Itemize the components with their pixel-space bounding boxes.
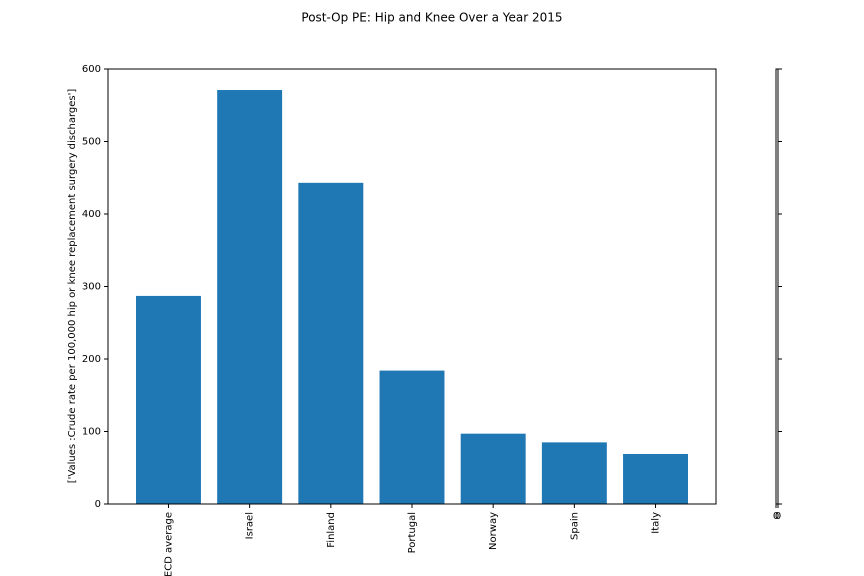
y-tick-label: 200: [82, 354, 101, 365]
y-tick-label: 0: [95, 499, 101, 510]
y-axis-label: ['Values :Crude rate per 100,000 hip or …: [67, 89, 78, 484]
chart-title: Post-Op PE: Hip and Knee Over a Year 201…: [301, 11, 562, 25]
bar: [379, 370, 445, 504]
y-tick-label: 400: [82, 209, 101, 220]
bar: [298, 182, 364, 504]
axes-frame: [775, 68, 779, 505]
y-tick-label: 300: [82, 282, 101, 293]
x-tick-label: OECD average: [163, 512, 174, 576]
y-tick-label: 100: [82, 427, 101, 438]
x-tick-label: Italy: [651, 512, 662, 534]
x-tick-label: Portugal: [407, 512, 418, 553]
x-tick-label: Finland: [326, 512, 337, 548]
bar: [623, 453, 688, 504]
bar: [217, 90, 283, 505]
x-tick-label: Israel: [245, 512, 256, 539]
x-tick-label: Norway: [488, 512, 499, 550]
x-tick-label: 0: [775, 511, 781, 522]
bar: [136, 295, 201, 504]
bar: [460, 433, 526, 504]
x-tick-label: Spain: [569, 512, 580, 540]
y-tick-label: 500: [82, 137, 101, 148]
y-tick-label: 600: [82, 64, 101, 75]
axes-frame: [107, 68, 717, 505]
x-tick-label: 0: [773, 511, 779, 522]
bar: [541, 442, 607, 504]
